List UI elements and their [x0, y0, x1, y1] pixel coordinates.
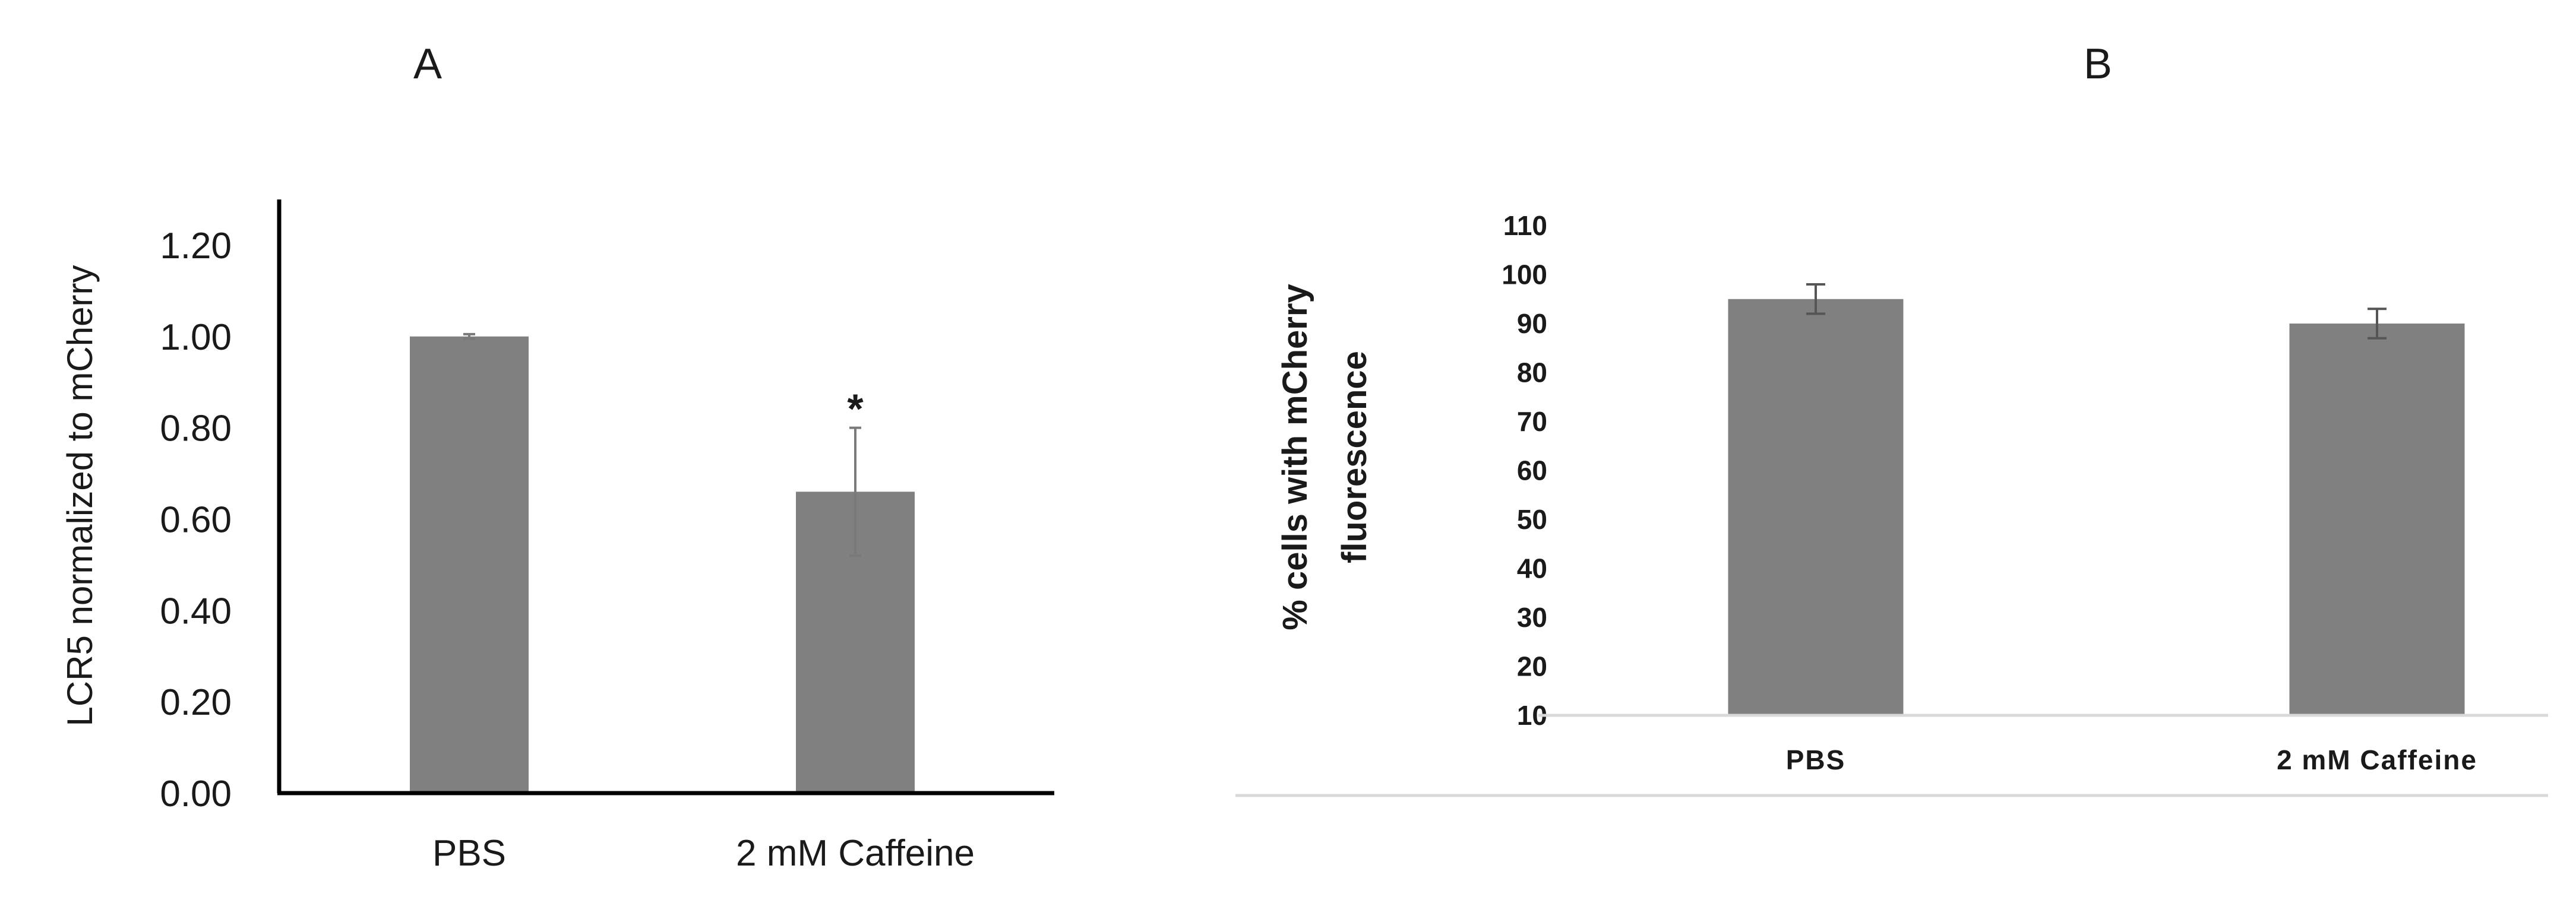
chart-b-bar [2289, 324, 2465, 715]
chart-b-bar [1728, 299, 1904, 715]
chart-a-significance-mark: * [847, 386, 864, 432]
chart-b-y-tick-label: 40 [1517, 553, 1547, 584]
chart-b-y-axis-label-line-1: % cells with mCherry [1276, 284, 1314, 630]
chart-a: * 0.00 0.20 0.40 0.60 0.80 1.00 1.20 PBS 2 mM C… [60, 199, 1054, 874]
chart-b-y-tick-label: 100 [1502, 259, 1547, 290]
chart-a-y-tick-label: 0.80 [160, 408, 232, 449]
chart-b-y-tick-label: 60 [1517, 455, 1547, 486]
chart-a-y-tick-label: 0.40 [160, 591, 232, 632]
chart-a-y-tick-label: 0.60 [160, 499, 232, 540]
chart-b-category-label: PBS [1786, 744, 1846, 775]
chart-a-y-axis-label: LCR5 normalized to mCherry [60, 265, 100, 727]
chart-b-y-tick-label: 30 [1517, 602, 1547, 633]
panel-letter-a: A [413, 40, 442, 88]
chart-a-y-tick-label: 0.00 [160, 774, 232, 814]
chart-b-y-axis-label-line-2: fluorescence [1335, 351, 1374, 563]
chart-a-category-label: PBS [432, 833, 506, 874]
chart-a-category-label: 2 mM Caffeine [736, 833, 975, 874]
chart-b-y-tick-label: 20 [1517, 651, 1547, 682]
chart-b-category-label: 2 mM Caffeine [2277, 744, 2477, 775]
chart-b-y-tick-label: 80 [1517, 357, 1547, 388]
chart-b-y-tick-label: 90 [1517, 308, 1547, 339]
chart-a-y-tick-label: 1.00 [160, 317, 232, 358]
chart-b-y-tick-label: 50 [1517, 504, 1547, 535]
chart-b-y-tick-label: 110 [1503, 210, 1547, 241]
chart-b-y-tick-label: 70 [1517, 406, 1547, 437]
panel-letter-b: B [2084, 40, 2112, 88]
chart-a-y-tick-label: 0.20 [160, 682, 232, 723]
chart-a-bar [410, 336, 529, 793]
chart-a-y-tick-label: 1.20 [160, 226, 232, 267]
